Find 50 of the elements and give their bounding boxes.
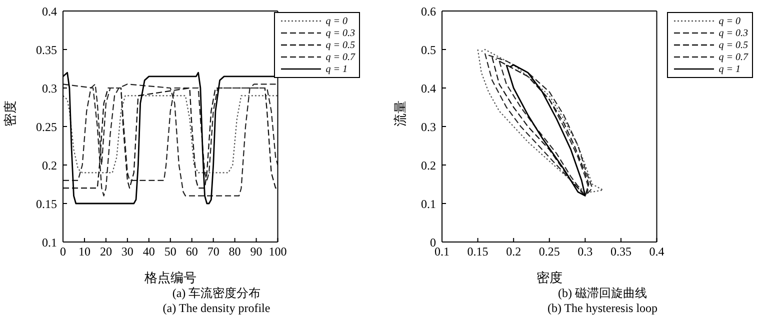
x-tick-label: 60 xyxy=(186,244,198,259)
x-tick-label: 0.15 xyxy=(467,244,488,259)
legend-label: q = 0.3 xyxy=(718,28,748,38)
legend-label: q = 0.7 xyxy=(326,52,355,62)
x-tick-label: 90 xyxy=(250,244,262,259)
text: (a) 车流密度分布 xyxy=(171,286,262,301)
x-tick-label: 20 xyxy=(100,244,112,259)
legend-label: q = 1 xyxy=(718,64,740,74)
legend-label: q = 0.7 xyxy=(718,52,748,62)
x-tick-label: 100 xyxy=(268,244,287,259)
x-tick-label: 70 xyxy=(207,244,220,259)
x-tick-label: 0.25 xyxy=(538,244,560,259)
x-tick-label: 30 xyxy=(121,244,134,259)
y-tick-label: 0.2 xyxy=(42,158,57,172)
x-tick-label: 0.4 xyxy=(649,244,664,259)
x-tick-label: 0.1 xyxy=(434,244,450,259)
x-tick-label: 0.3 xyxy=(578,244,593,259)
x-tick-label: 40 xyxy=(142,244,155,259)
x-tick-label: 80 xyxy=(228,244,241,259)
y-tick-label: 0.6 xyxy=(421,4,436,18)
y-tick-label: 0 xyxy=(430,235,436,250)
text: (b) 磁滞回旋曲线 xyxy=(557,286,648,301)
legend-label: q = 0.5 xyxy=(326,40,355,50)
y-tick-label: 0.3 xyxy=(421,120,436,134)
x-tick-label: 0.35 xyxy=(610,244,632,259)
legend-label: q = 0 xyxy=(718,16,740,26)
y-tick-label: 0.4 xyxy=(42,4,57,18)
y-tick-label: 0.35 xyxy=(36,42,57,57)
legend-label: q = 0.3 xyxy=(326,28,355,38)
y-tick-label: 0.5 xyxy=(421,42,436,57)
y-tick-label: 0.3 xyxy=(42,81,57,96)
x-axis-title: 密度 xyxy=(536,270,562,285)
y-tick-label: 0.15 xyxy=(36,196,57,211)
y-tick-label: 0.25 xyxy=(36,120,57,134)
text: (b) The hysteresis loop xyxy=(546,301,659,316)
y-tick-label: 0.1 xyxy=(421,196,436,211)
text: (a) The density profile xyxy=(162,301,272,316)
y-axis-title: 流量 xyxy=(392,100,408,126)
legend-label: q = 1 xyxy=(326,64,348,74)
legend-label: q = 0 xyxy=(326,16,348,26)
y-tick-label: 0.1 xyxy=(42,235,57,250)
x-tick-label: 10 xyxy=(78,244,90,259)
y-tick-label: 0.2 xyxy=(421,158,436,172)
legend-label: q = 0.5 xyxy=(718,40,748,50)
x-tick-label: 0 xyxy=(60,244,66,259)
x-tick-label: 50 xyxy=(164,244,176,259)
x-axis-title: 格点编号 xyxy=(143,270,196,285)
y-tick-label: 0.4 xyxy=(421,81,436,96)
y-axis-title: 密度 xyxy=(2,100,18,126)
x-tick-label: 0.2 xyxy=(506,244,522,259)
